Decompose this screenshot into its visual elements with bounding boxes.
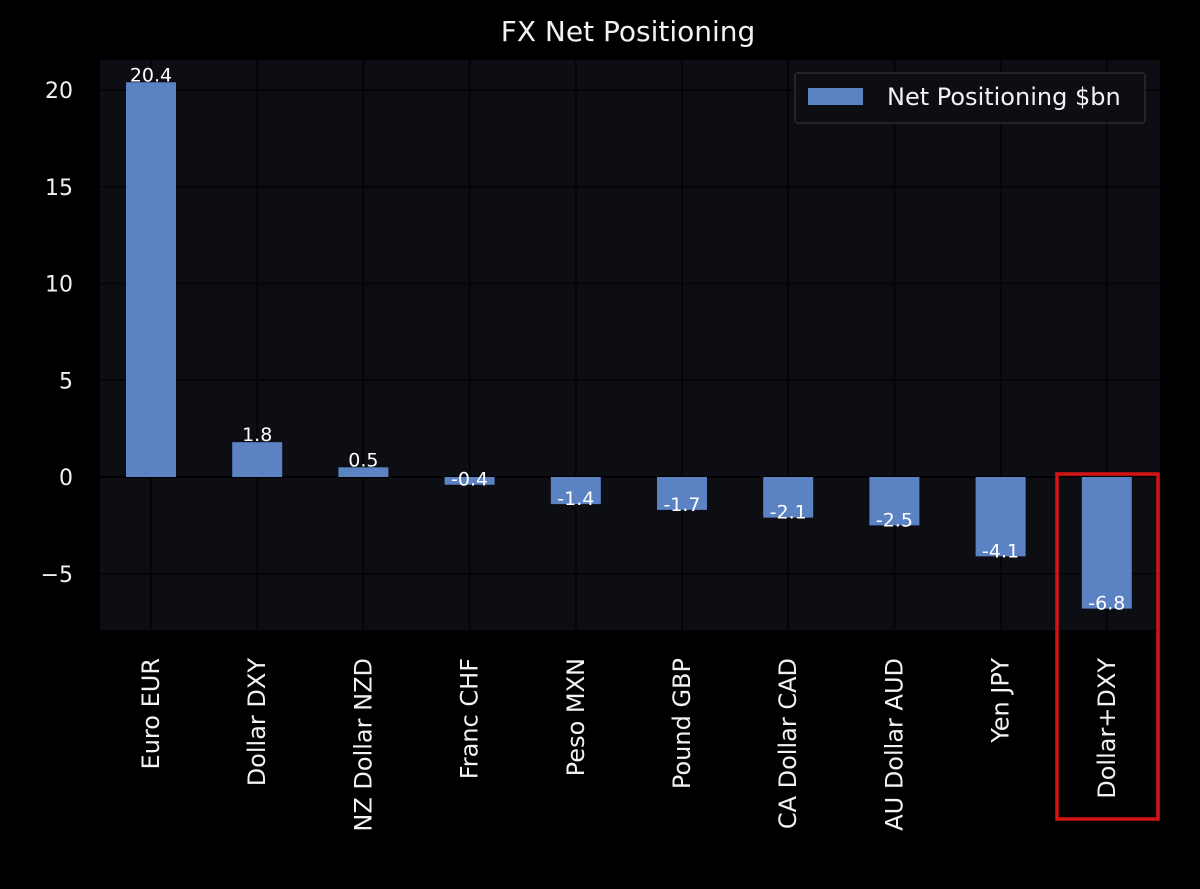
bar-data-label: -2.5	[876, 509, 913, 531]
y-tick-label: −5	[41, 563, 73, 588]
x-tick-label: AU Dollar AUD	[880, 658, 908, 831]
x-tick-label: NZ Dollar NZD	[349, 658, 377, 832]
x-tick-label: Euro EUR	[137, 658, 165, 769]
y-tick-label: 5	[59, 369, 73, 394]
bar	[763, 477, 814, 518]
y-tick-label: 15	[45, 176, 73, 201]
x-tick-label: Yen JPY	[987, 658, 1015, 744]
legend-label: Net Positioning $bn	[887, 83, 1121, 111]
x-axis-ticks: Euro EUR Dollar DXY NZ Dollar NZD Franc CHF…	[137, 658, 1121, 832]
bar-data-label: -0.4	[451, 469, 488, 491]
highlight-box	[1055, 472, 1160, 821]
bar-data-label: 0.5	[348, 449, 378, 471]
bar-data-label: 20.4	[130, 64, 172, 86]
bar	[975, 477, 1026, 557]
bar-data-label: 1.8	[242, 424, 272, 446]
bar	[232, 442, 283, 477]
x-tick-label: Franc CHF	[456, 658, 484, 779]
bar	[657, 477, 707, 510]
y-tick-label: 10	[45, 273, 73, 298]
bar-data-label: -1.4	[557, 488, 594, 510]
legend: Net Positioning $bn	[794, 72, 1146, 124]
y-axis-ticks: −5 0 5 10 15 20	[41, 79, 73, 588]
bar-data-label: -2.1	[770, 502, 807, 524]
bar	[869, 477, 920, 526]
legend-box	[794, 72, 1146, 124]
y-tick-label: 0	[59, 466, 73, 491]
legend-swatch	[808, 88, 863, 105]
y-tick-label: 20	[45, 79, 73, 104]
bar	[338, 467, 389, 477]
bar-data-label: -1.7	[663, 494, 700, 516]
bar-data-label: -4.1	[982, 540, 1019, 562]
chart-title: FX Net Positioning	[501, 15, 756, 48]
bars	[126, 82, 1132, 609]
x-tick-label: CA Dollar CAD	[774, 658, 802, 829]
bar-data-label: -6.8	[1088, 593, 1125, 615]
data-labels: 20.4 1.8 0.5 -0.4 -1.4 -1.7 -2.1 -2.5 -4.1 -6.8	[130, 64, 1125, 614]
bar	[1081, 477, 1132, 609]
x-tick-label: Pound GBP	[668, 658, 696, 789]
bar	[550, 477, 601, 505]
x-tick-label: Dollar+DXY	[1093, 658, 1121, 799]
bar	[444, 477, 495, 485]
bar	[126, 82, 176, 477]
x-tick-label: Peso MXN	[562, 658, 590, 776]
x-tick-label: Dollar DXY	[243, 658, 271, 787]
